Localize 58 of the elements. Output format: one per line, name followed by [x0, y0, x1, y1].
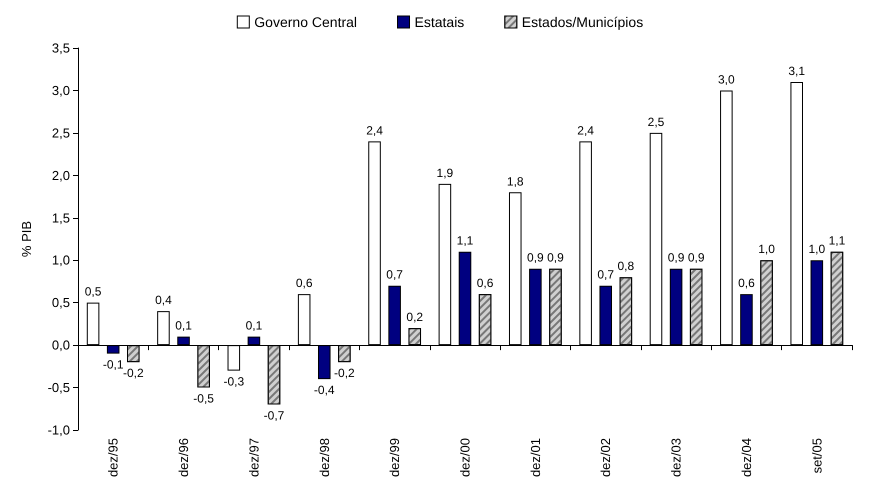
- data-label: -0,3: [223, 374, 244, 389]
- data-label: 1,8: [506, 174, 524, 188]
- x-tick-label: dez/03: [668, 438, 684, 478]
- y-tick-label: 2,5: [52, 125, 70, 140]
- y-tick-label: -0,5: [48, 380, 70, 396]
- legend-label: Estatais: [414, 14, 464, 30]
- x-tick-label: dez/02: [598, 438, 614, 478]
- data-label: 3,0: [718, 72, 736, 86]
- data-label: 0,6: [476, 276, 494, 290]
- data-label: 0,6: [296, 276, 313, 290]
- data-label: 0,9: [527, 250, 544, 265]
- data-label: 2,4: [366, 123, 384, 138]
- y-tick-label: 1,0: [52, 252, 70, 268]
- data-label: 1,0: [758, 242, 776, 256]
- data-label: 0,7: [386, 268, 404, 282]
- y-tick-label: 3,5: [52, 40, 70, 56]
- data-label: 0,9: [688, 250, 705, 265]
- data-label: 1,1: [828, 234, 846, 248]
- y-tick-label: 3,0: [52, 82, 70, 98]
- data-label: 0,2: [406, 310, 424, 324]
- data-label: 1,0: [808, 242, 826, 256]
- data-label: -0,7: [264, 408, 285, 423]
- x-tick-label: dez/01: [528, 438, 543, 478]
- data-label: 1,1: [456, 234, 474, 248]
- data-label: -0,5: [193, 392, 214, 406]
- x-tick-label: dez/99: [387, 438, 402, 478]
- x-tick-label: dez/00: [458, 438, 472, 478]
- y-tick-label: 0,5: [52, 295, 70, 310]
- y-tick-label: 1,5: [52, 210, 70, 226]
- data-label: 3,1: [788, 64, 806, 78]
- data-label: 0,5: [84, 284, 102, 299]
- data-label: 0,6: [738, 276, 756, 290]
- x-tick-label: set/05: [809, 438, 824, 474]
- x-tick-label: dez/98: [316, 438, 332, 478]
- data-label: 0,7: [597, 268, 614, 282]
- data-label: 2,4: [577, 123, 594, 138]
- data-label: 1,9: [436, 166, 454, 180]
- data-label: 0,4: [155, 293, 172, 308]
- legend-label: Governo Central: [254, 14, 358, 30]
- data-label: 0,9: [668, 250, 685, 265]
- x-tick-label: dez/96: [176, 438, 192, 478]
- data-label: -0,2: [122, 366, 144, 380]
- data-label: 0,8: [617, 259, 634, 274]
- data-label: -0,2: [334, 366, 356, 380]
- data-label: -0,1: [102, 358, 124, 372]
- legend-label: Estados/Municípios: [522, 14, 644, 30]
- y-axis-title: % PIB: [19, 220, 34, 258]
- data-label: 0,1: [175, 318, 192, 333]
- x-tick-label: dez/04: [738, 438, 754, 478]
- y-tick-label: 0,0: [52, 338, 70, 353]
- data-label: 0,1: [246, 318, 263, 333]
- y-tick-label: 2,0: [52, 168, 70, 183]
- x-tick-label: dez/95: [106, 438, 121, 478]
- data-label: 0,9: [547, 250, 564, 265]
- y-tick-label: -1,0: [48, 422, 70, 438]
- data-label: 2,5: [648, 114, 665, 129]
- x-tick-label: dez/97: [246, 438, 262, 478]
- data-label: -0,4: [314, 383, 335, 398]
